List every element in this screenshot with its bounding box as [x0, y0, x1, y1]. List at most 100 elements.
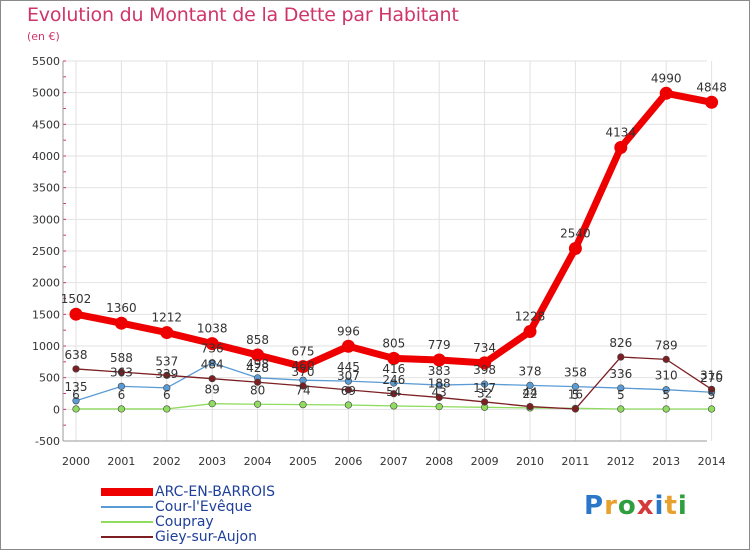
- data-point: [705, 95, 719, 109]
- x-tick-label: 2011: [561, 455, 589, 468]
- data-point: [435, 381, 443, 389]
- logo-letter: P: [584, 491, 605, 521]
- data-label: 378: [519, 364, 542, 378]
- data-label: 1212: [152, 311, 183, 325]
- data-label: 69: [341, 384, 356, 398]
- data-label: 370: [292, 365, 315, 379]
- data-point: [617, 405, 625, 413]
- data-label: 5: [662, 388, 670, 402]
- data-point: [614, 141, 628, 155]
- data-label: 339: [155, 367, 178, 381]
- data-label: 484: [201, 358, 224, 372]
- data-point: [707, 405, 716, 413]
- x-tick-label: 2007: [380, 455, 408, 468]
- data-label: 43: [432, 386, 447, 400]
- data-label: 80: [250, 383, 265, 397]
- chart-unit-label: (en €): [27, 30, 60, 43]
- data-point: [390, 390, 398, 398]
- data-point: [72, 405, 80, 413]
- data-label: 1360: [106, 301, 137, 315]
- data-label: 16: [568, 387, 583, 401]
- data-point: [526, 381, 534, 389]
- data-point: [617, 384, 625, 392]
- data-label: 383: [428, 364, 451, 378]
- data-label: 44: [522, 386, 537, 400]
- x-tick-label: 2003: [198, 455, 226, 468]
- x-tick-label: 2012: [607, 455, 635, 468]
- data-point: [617, 353, 625, 361]
- x-tick-label: 2002: [153, 455, 181, 468]
- legend-swatch-arc-en-barrois: [101, 488, 153, 496]
- y-tick-label: 2000: [32, 277, 60, 290]
- data-label: 734: [473, 341, 496, 355]
- data-point: [117, 382, 125, 390]
- data-point: [208, 400, 216, 408]
- data-point: [341, 339, 355, 353]
- legend-label-arc-en-barrois: ARC-EN-BARROIS: [155, 484, 275, 500]
- x-tick-label: 2008: [425, 455, 453, 468]
- data-label: 135: [65, 380, 88, 394]
- data-label: 358: [564, 366, 587, 380]
- x-tick-label: 2009: [471, 455, 499, 468]
- logo-letter: i: [677, 491, 688, 521]
- data-point: [344, 401, 353, 409]
- y-tick-label: 2500: [32, 245, 60, 258]
- data-label: 675: [292, 345, 315, 359]
- data-point: [299, 401, 307, 409]
- data-label: 805: [382, 336, 405, 350]
- data-label: 398: [473, 363, 496, 377]
- data-point: [523, 325, 537, 339]
- data-point: [163, 405, 171, 413]
- data-label: 5: [617, 388, 625, 402]
- data-point: [254, 378, 262, 386]
- data-point: [296, 360, 310, 374]
- data-point: [571, 383, 580, 391]
- data-point: [526, 402, 534, 411]
- data-label: 826: [609, 336, 632, 350]
- data-point: [117, 405, 125, 413]
- data-label: 416: [382, 362, 405, 376]
- data-point: [662, 405, 670, 413]
- y-tick-label: 1500: [32, 308, 60, 321]
- data-point: [208, 359, 216, 367]
- data-label: 996: [337, 324, 360, 338]
- data-label: 6: [163, 388, 171, 402]
- data-point: [659, 86, 673, 100]
- data-point: [117, 368, 125, 376]
- data-label: 588: [110, 351, 133, 365]
- data-label: 736: [201, 342, 224, 356]
- logo-letter: i: [654, 491, 665, 521]
- data-point: [387, 351, 401, 365]
- data-point: [208, 375, 216, 383]
- legend-swatch-coupray: [101, 521, 153, 523]
- legend-label-cour-l-eveque: Cour-l'Evêque: [155, 499, 252, 515]
- x-tick-label: 2006: [334, 455, 362, 468]
- data-point: [344, 386, 353, 394]
- data-label: 4990: [651, 71, 682, 85]
- data-label: 22: [522, 387, 537, 401]
- proxiti-logo: Proxiti: [584, 491, 688, 521]
- data-point: [478, 356, 492, 370]
- x-tick-label: 2013: [652, 455, 680, 468]
- legend-swatch-cour-l-eveque: [101, 506, 153, 508]
- data-label: 537: [155, 354, 178, 368]
- data-point: [481, 398, 489, 406]
- data-label: 428: [246, 361, 269, 375]
- data-point: [163, 384, 171, 392]
- data-label: 460: [292, 359, 315, 373]
- data-point: [662, 355, 670, 363]
- data-point: [254, 400, 262, 408]
- y-tick-label: 0: [53, 403, 60, 416]
- data-point: [432, 353, 446, 367]
- logo-letter: x: [636, 491, 655, 521]
- data-label: 310: [655, 369, 678, 383]
- logo-letter: o: [617, 491, 637, 521]
- logo-letter: t: [664, 491, 678, 521]
- data-label: 789: [655, 338, 678, 352]
- data-label: 5: [572, 388, 580, 402]
- data-label: 270: [700, 371, 723, 385]
- data-point: [435, 393, 443, 402]
- data-label: 363: [110, 365, 133, 379]
- legend-label-coupray: Coupray: [155, 514, 214, 530]
